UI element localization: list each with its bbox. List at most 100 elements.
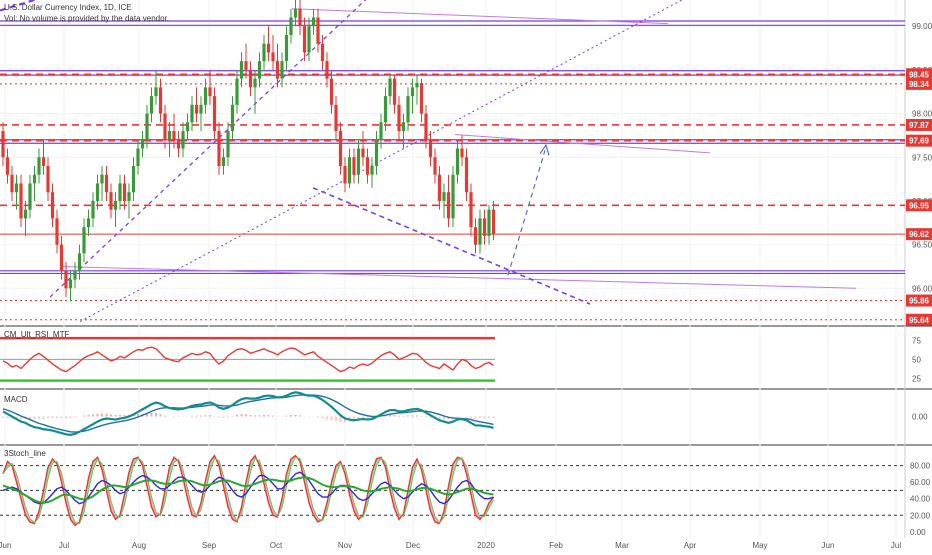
candle-body bbox=[383, 96, 388, 123]
candle-body bbox=[455, 148, 460, 175]
macd-line bbox=[2, 391, 494, 436]
candle-body bbox=[469, 192, 473, 228]
candle-body bbox=[109, 192, 113, 210]
projection-arrow-head bbox=[539, 143, 550, 156]
stoch-d-line bbox=[2, 456, 494, 525]
candle-body bbox=[478, 218, 482, 245]
candle-body bbox=[302, 26, 307, 53]
price-tag-box bbox=[906, 199, 932, 212]
candle-body bbox=[401, 122, 406, 132]
candle-body bbox=[217, 131, 221, 166]
candle-body bbox=[460, 148, 464, 158]
x-tick-label: Nov bbox=[338, 541, 352, 550]
price-tag-label: 95.64 bbox=[909, 316, 930, 325]
candle-body bbox=[280, 61, 284, 79]
candle-body bbox=[32, 174, 37, 184]
candle-body bbox=[104, 174, 109, 193]
candle-body bbox=[64, 270, 68, 289]
stoch-slow-line bbox=[2, 476, 494, 504]
candle-body bbox=[464, 157, 469, 193]
candle-body bbox=[113, 200, 118, 210]
candle-body bbox=[338, 131, 343, 166]
candle-body bbox=[329, 78, 334, 105]
candle-body bbox=[86, 218, 91, 228]
price-tag-label: 96.62 bbox=[909, 230, 930, 239]
candle-body bbox=[203, 87, 208, 105]
price-tag-box bbox=[906, 228, 932, 241]
fan-line bbox=[454, 134, 711, 154]
candle-body bbox=[370, 165, 374, 175]
candle-body bbox=[100, 174, 104, 184]
candle-body bbox=[172, 131, 176, 140]
candle-body bbox=[55, 218, 59, 245]
candle-body bbox=[424, 113, 428, 140]
candle-body bbox=[131, 165, 136, 193]
candle-body bbox=[10, 174, 14, 193]
candle-body bbox=[388, 78, 392, 97]
stoch-tick-label: 0.00 bbox=[910, 528, 926, 537]
rsi-line bbox=[2, 346, 494, 373]
candle-body bbox=[253, 78, 257, 88]
candle-body bbox=[365, 157, 370, 175]
candle-body bbox=[158, 87, 163, 114]
candle-body bbox=[347, 157, 352, 184]
x-tick-label: Jul bbox=[891, 541, 901, 550]
macd-title: MACD bbox=[4, 395, 28, 404]
candle-body bbox=[41, 157, 46, 166]
top-left-trend-line bbox=[0, 0, 39, 12]
candle-body bbox=[410, 87, 415, 97]
fan-line bbox=[291, 8, 669, 25]
candle-body bbox=[82, 227, 86, 254]
candle-body bbox=[446, 192, 451, 219]
candle-body bbox=[262, 43, 266, 62]
x-tick-label: Sep bbox=[202, 541, 217, 550]
candle-body bbox=[77, 253, 82, 271]
rsi-tick-label: 25 bbox=[912, 374, 921, 383]
x-tick-label: Jun bbox=[0, 541, 11, 550]
candle-body bbox=[239, 61, 244, 79]
stoch-title: 3Stoch_line bbox=[4, 449, 46, 458]
price-tag-box bbox=[906, 134, 932, 147]
y-tick-label: 99.00 bbox=[912, 22, 932, 31]
x-tick-label: May bbox=[752, 541, 767, 550]
candle-body bbox=[235, 78, 239, 105]
macd-signal-line bbox=[2, 394, 494, 433]
price-tag-label: 98.45 bbox=[909, 70, 930, 79]
candle-body bbox=[361, 148, 365, 158]
candle-body bbox=[154, 87, 158, 97]
candle-body bbox=[145, 113, 149, 140]
candle-body bbox=[356, 148, 361, 175]
candle-body bbox=[212, 96, 217, 132]
candle-body bbox=[392, 78, 397, 105]
candle-body bbox=[397, 104, 401, 132]
macd-tick-label: 0.00 bbox=[912, 413, 928, 422]
candle-body bbox=[46, 165, 50, 193]
rsi-tick-label: 75 bbox=[912, 336, 921, 345]
stoch-tick-label: 40.00 bbox=[910, 495, 931, 504]
candle-body bbox=[226, 131, 230, 158]
fan-line bbox=[59, 265, 857, 289]
price-tag-label: 97.87 bbox=[909, 121, 930, 130]
candle-body bbox=[271, 52, 275, 62]
stoch-tick-label: 20.00 bbox=[910, 511, 931, 520]
candle-body bbox=[163, 113, 167, 140]
long-support-line bbox=[79, 0, 683, 322]
price-tag-box bbox=[906, 77, 932, 90]
x-tick-label: Feb bbox=[549, 541, 563, 550]
x-tick-label: 2020 bbox=[477, 541, 495, 550]
candle-body bbox=[149, 96, 154, 114]
candle-body bbox=[352, 157, 356, 175]
candle-body bbox=[320, 43, 325, 62]
candle-body bbox=[293, 8, 298, 18]
candle-body bbox=[140, 139, 145, 149]
stoch-tick-label: 80.00 bbox=[910, 462, 931, 471]
candle-body bbox=[122, 183, 127, 201]
candle-body bbox=[442, 192, 446, 201]
candle-body bbox=[73, 270, 77, 280]
candle-body bbox=[275, 61, 280, 79]
candle-body bbox=[208, 87, 212, 97]
candle-body bbox=[118, 183, 122, 201]
candle-body bbox=[59, 244, 64, 271]
price-tag-box bbox=[906, 294, 932, 307]
